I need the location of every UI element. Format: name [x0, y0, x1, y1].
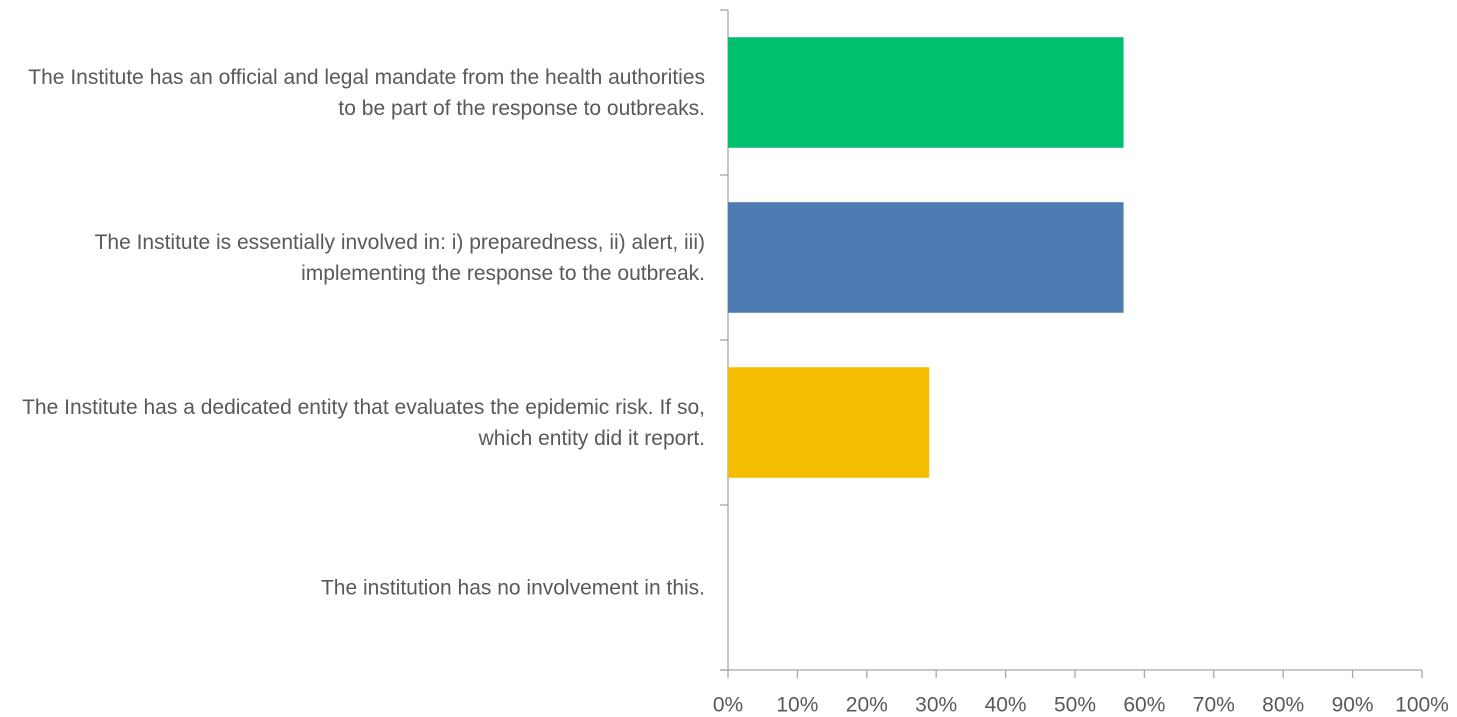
category-label: The Institute is essentially involved in… — [94, 230, 705, 285]
x-tick-label: 70% — [1193, 694, 1235, 717]
x-tick-label: 20% — [846, 694, 888, 717]
bar — [728, 367, 930, 478]
bar — [728, 202, 1124, 313]
x-tick-label: 40% — [985, 694, 1027, 717]
category-label: The Institute has an official and legal … — [28, 65, 705, 120]
x-tick-label: 10% — [776, 694, 818, 717]
x-tick-label: 90% — [1332, 694, 1374, 717]
x-tick-label: 100% — [1395, 694, 1449, 717]
x-tick-label: 60% — [1123, 694, 1165, 717]
bar — [728, 37, 1124, 148]
category-label: The Institute has a dedicated entity tha… — [22, 395, 705, 450]
x-tick-label: 0% — [713, 694, 743, 717]
x-tick-label: 80% — [1262, 694, 1304, 717]
x-tick-label: 30% — [915, 694, 957, 717]
category-label: The institution has no involvement in th… — [320, 576, 705, 599]
x-tick-label: 50% — [1054, 694, 1096, 717]
